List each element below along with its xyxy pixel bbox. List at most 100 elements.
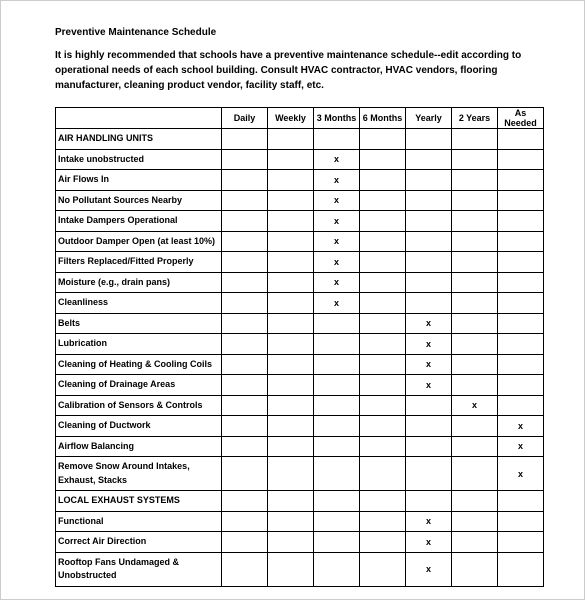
mark-cell — [406, 293, 452, 314]
mark-cell — [222, 416, 268, 437]
table-row: LOCAL EXHAUST SYSTEMS — [56, 491, 544, 512]
row-label: Rooftop Fans Undamaged & Unobstructed — [56, 552, 222, 586]
intro-paragraph: It is highly recommended that schools ha… — [55, 48, 544, 93]
mark-cell — [268, 491, 314, 512]
mark-cell — [360, 457, 406, 491]
row-label: Airflow Balancing — [56, 436, 222, 457]
table-row: Rooftop Fans Undamaged & Unobstructed x — [56, 552, 544, 586]
mark-cell — [314, 552, 360, 586]
mark-cell — [360, 190, 406, 211]
table-row: Functionalx — [56, 511, 544, 532]
mark-cell — [222, 552, 268, 586]
header-col: As Needed — [498, 108, 544, 129]
mark-cell: x — [314, 170, 360, 191]
mark-cell — [406, 252, 452, 273]
schedule-table: Daily Weekly 3 Months 6 Months Yearly 2 … — [55, 107, 544, 587]
mark-cell — [314, 457, 360, 491]
mark-cell — [222, 334, 268, 355]
mark-cell: x — [498, 436, 544, 457]
table-row: Moisture (e.g., drain pans)x — [56, 272, 544, 293]
mark-cell: x — [406, 313, 452, 334]
mark-cell — [498, 375, 544, 396]
mark-cell — [268, 511, 314, 532]
mark-cell — [314, 375, 360, 396]
mark-cell — [452, 231, 498, 252]
mark-cell — [222, 231, 268, 252]
section-label: LOCAL EXHAUST SYSTEMS — [56, 491, 222, 512]
page-title: Preventive Maintenance Schedule — [55, 27, 544, 38]
mark-cell: x — [314, 149, 360, 170]
mark-cell — [222, 293, 268, 314]
mark-cell — [360, 313, 406, 334]
mark-cell — [222, 375, 268, 396]
header-col: 6 Months — [360, 108, 406, 129]
mark-cell — [222, 395, 268, 416]
row-label: Outdoor Damper Open (at least 10%) — [56, 231, 222, 252]
mark-cell — [406, 491, 452, 512]
mark-cell: x — [452, 395, 498, 416]
header-col: Yearly — [406, 108, 452, 129]
mark-cell — [406, 211, 452, 232]
mark-cell: x — [498, 457, 544, 491]
mark-cell — [498, 395, 544, 416]
table-row: Cleaning of Drainage Areasx — [56, 375, 544, 396]
mark-cell — [222, 354, 268, 375]
table-row: Cleaning of Ductworkx — [56, 416, 544, 437]
mark-cell — [314, 354, 360, 375]
mark-cell — [360, 436, 406, 457]
table-row: Cleaning of Heating & Cooling Coilsx — [56, 354, 544, 375]
mark-cell: x — [314, 293, 360, 314]
mark-cell — [360, 252, 406, 273]
table-header-row: Daily Weekly 3 Months 6 Months Yearly 2 … — [56, 108, 544, 129]
mark-cell — [268, 272, 314, 293]
mark-cell: x — [314, 211, 360, 232]
mark-cell — [452, 170, 498, 191]
mark-cell — [222, 129, 268, 150]
mark-cell — [222, 532, 268, 553]
mark-cell — [406, 231, 452, 252]
table-row: Remove Snow Around Intakes, Exhaust, Sta… — [56, 457, 544, 491]
table-row: AIR HANDLING UNITS — [56, 129, 544, 150]
mark-cell — [360, 491, 406, 512]
mark-cell — [406, 457, 452, 491]
mark-cell — [498, 511, 544, 532]
header-col: Weekly — [268, 108, 314, 129]
mark-cell — [406, 416, 452, 437]
mark-cell — [360, 552, 406, 586]
row-label: Correct Air Direction — [56, 532, 222, 553]
mark-cell — [452, 272, 498, 293]
mark-cell — [222, 436, 268, 457]
row-label: Lubrication — [56, 334, 222, 355]
mark-cell — [498, 252, 544, 273]
mark-cell — [314, 436, 360, 457]
mark-cell — [452, 436, 498, 457]
mark-cell — [222, 313, 268, 334]
row-label: Moisture (e.g., drain pans) — [56, 272, 222, 293]
document-page: Preventive Maintenance Schedule It is hi… — [0, 0, 585, 600]
row-label: Remove Snow Around Intakes, Exhaust, Sta… — [56, 457, 222, 491]
row-label: Belts — [56, 313, 222, 334]
mark-cell — [498, 129, 544, 150]
table-row: Cleanliness x — [56, 293, 544, 314]
row-label: Cleaning of Ductwork — [56, 416, 222, 437]
mark-cell — [406, 129, 452, 150]
mark-cell — [222, 511, 268, 532]
mark-cell — [406, 149, 452, 170]
table-row: Calibration of Sensors & Controlsx — [56, 395, 544, 416]
mark-cell — [222, 149, 268, 170]
mark-cell — [498, 272, 544, 293]
table-row: Filters Replaced/Fitted Properlyx — [56, 252, 544, 273]
mark-cell — [268, 457, 314, 491]
mark-cell: x — [406, 375, 452, 396]
mark-cell — [406, 170, 452, 191]
row-label: Cleanliness — [56, 293, 222, 314]
mark-cell — [452, 511, 498, 532]
mark-cell — [452, 334, 498, 355]
mark-cell — [360, 395, 406, 416]
table-row: Air Flows Inx — [56, 170, 544, 191]
mark-cell — [406, 395, 452, 416]
mark-cell — [268, 416, 314, 437]
mark-cell: x — [406, 552, 452, 586]
mark-cell — [498, 354, 544, 375]
mark-cell — [498, 190, 544, 211]
